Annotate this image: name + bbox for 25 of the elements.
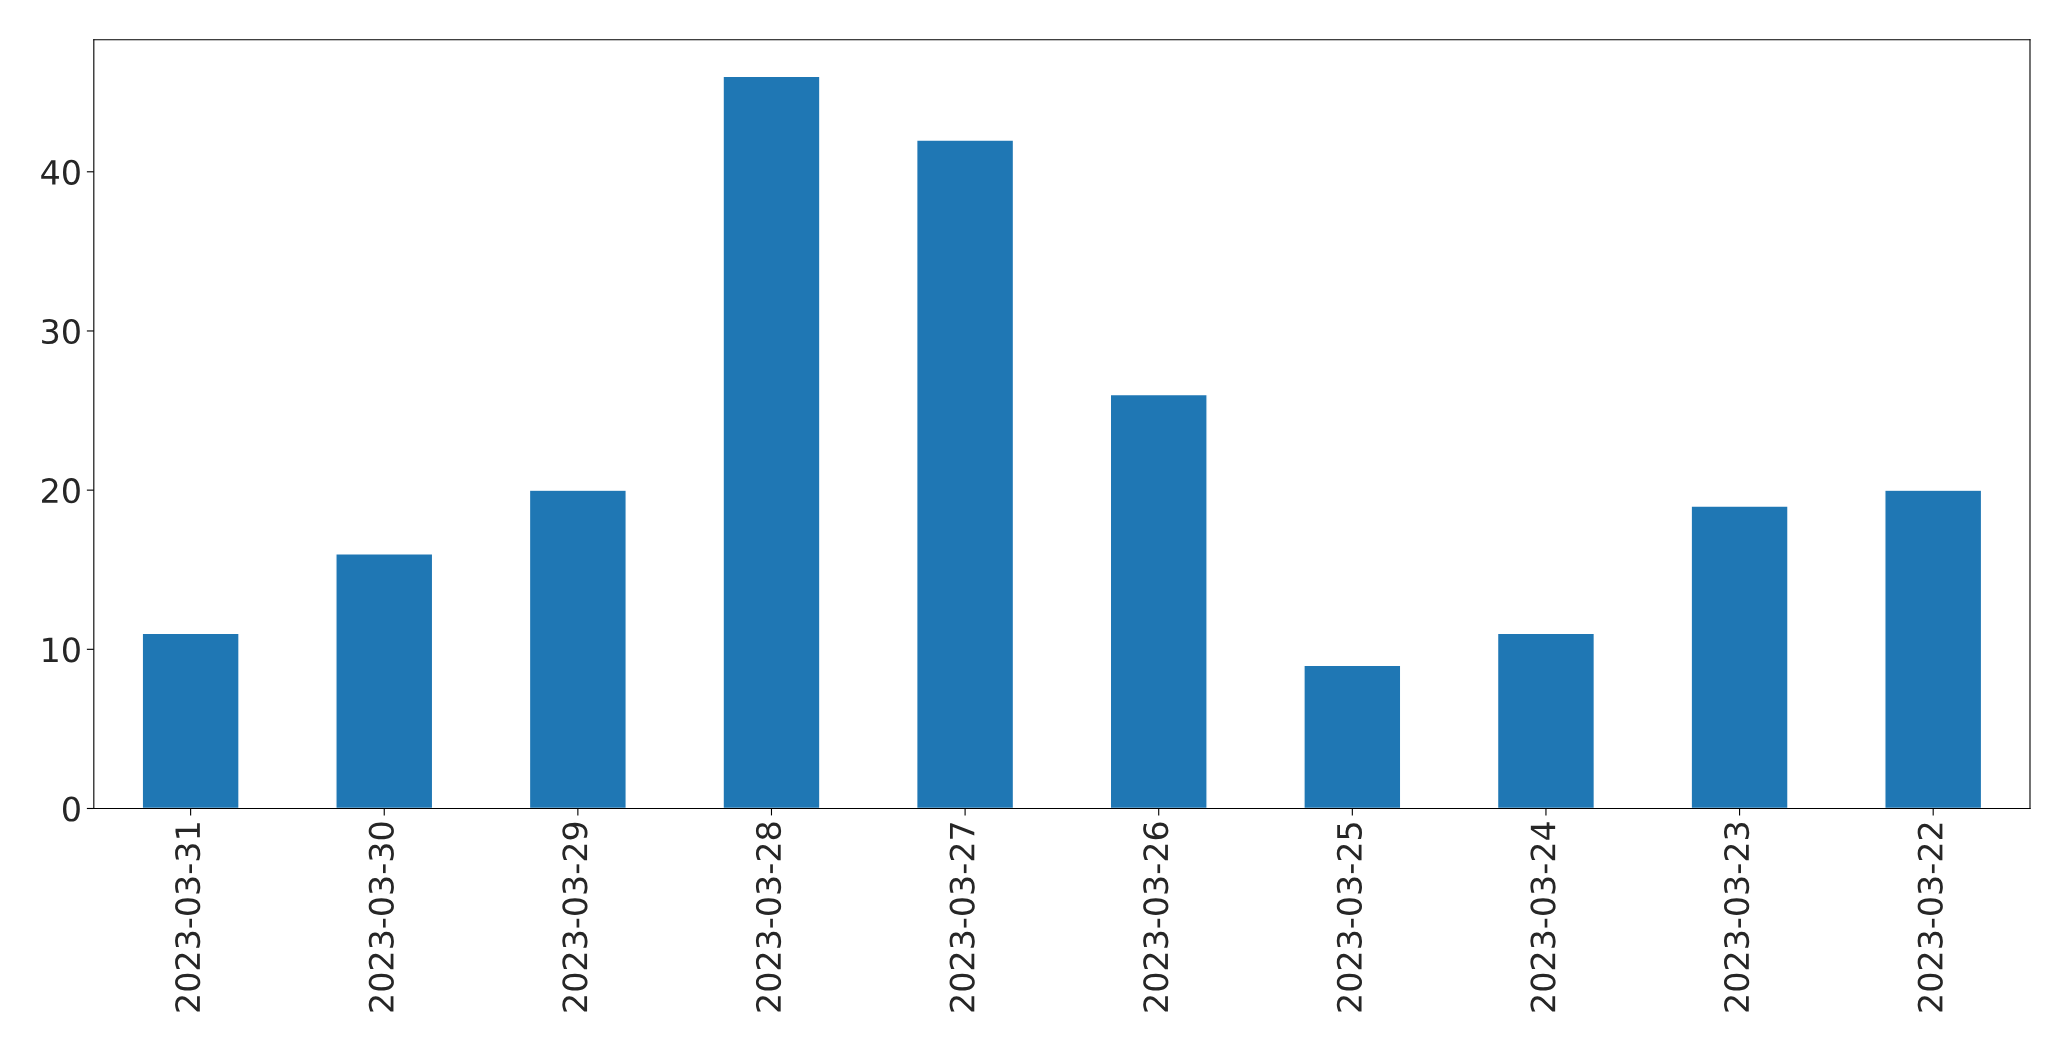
bar: [722, 75, 821, 809]
x-tick-label: 2023-03-30: [368, 822, 394, 1012]
bar: [1109, 393, 1208, 809]
x-tick-label: 2023-03-22: [1917, 823, 1943, 1012]
y-tick-label: 40: [41, 159, 80, 185]
x-tick-label: 2023-03-29: [562, 822, 588, 1012]
y-tick-label: 30: [42, 318, 80, 345]
x-tick-label: 2023-03-24: [1530, 822, 1556, 1012]
x-tick-label: 2023-03-25: [1336, 823, 1362, 1012]
bar: [528, 489, 627, 809]
bar: [1496, 632, 1596, 809]
bar: [915, 139, 1015, 809]
x-tick-label: 2023-03-31: [175, 823, 201, 1012]
bar: [335, 553, 434, 809]
y-tick-label: 10: [43, 637, 80, 663]
x-tick-label: 2023-03-23: [1724, 822, 1750, 1012]
y-tick-label: 0: [63, 796, 80, 822]
x-tick-label: 2023-03-27: [949, 823, 975, 1012]
y-tick-label: 20: [42, 478, 80, 504]
bar: [141, 632, 240, 809]
bar: [1303, 664, 1402, 809]
x-tick-label: 2023-03-28: [755, 822, 782, 1012]
x-tick-label: 2023-03-26: [1143, 822, 1169, 1012]
bar: [1690, 505, 1789, 809]
bar: [1884, 489, 1983, 809]
